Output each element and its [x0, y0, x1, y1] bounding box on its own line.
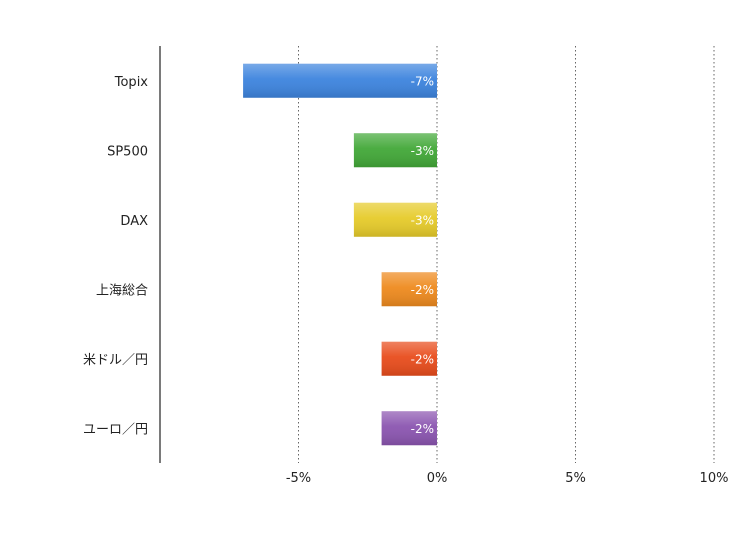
category-label-1: SP500	[107, 144, 148, 159]
category-label-0: Topix	[114, 75, 149, 90]
category-label-4: 米ドル／円	[83, 353, 148, 368]
bar-gloss-0	[243, 63, 437, 98]
bar-gloss-4	[381, 341, 437, 376]
x-tick-label-2: 5%	[565, 471, 586, 486]
data-label-4: -2%	[411, 352, 434, 366]
data-label-2: -3%	[411, 213, 434, 227]
category-label-5: ユーロ／円	[83, 422, 148, 437]
bar-gloss-2	[353, 202, 437, 237]
category-label-2: DAX	[120, 214, 148, 229]
category-label-3: 上海総合	[96, 283, 148, 298]
bars: -7% -3% -3% -2% -2% -2%	[243, 63, 437, 446]
bar-gloss-5	[381, 411, 437, 446]
x-tick-label-0: -5%	[286, 471, 311, 486]
data-label-3: -2%	[411, 283, 434, 297]
data-label-1: -3%	[411, 144, 434, 158]
x-tick-label-1: 0%	[427, 471, 448, 486]
x-tick-labels: -5% 0% 5% 10%	[286, 471, 729, 486]
grid-lines	[298, 46, 715, 463]
bar-gloss-3	[381, 272, 437, 307]
data-label-5: -2%	[411, 422, 434, 436]
bar-gloss-1	[353, 133, 437, 168]
data-label-0: -7%	[411, 74, 434, 88]
x-tick-label-3: 10%	[700, 471, 729, 486]
